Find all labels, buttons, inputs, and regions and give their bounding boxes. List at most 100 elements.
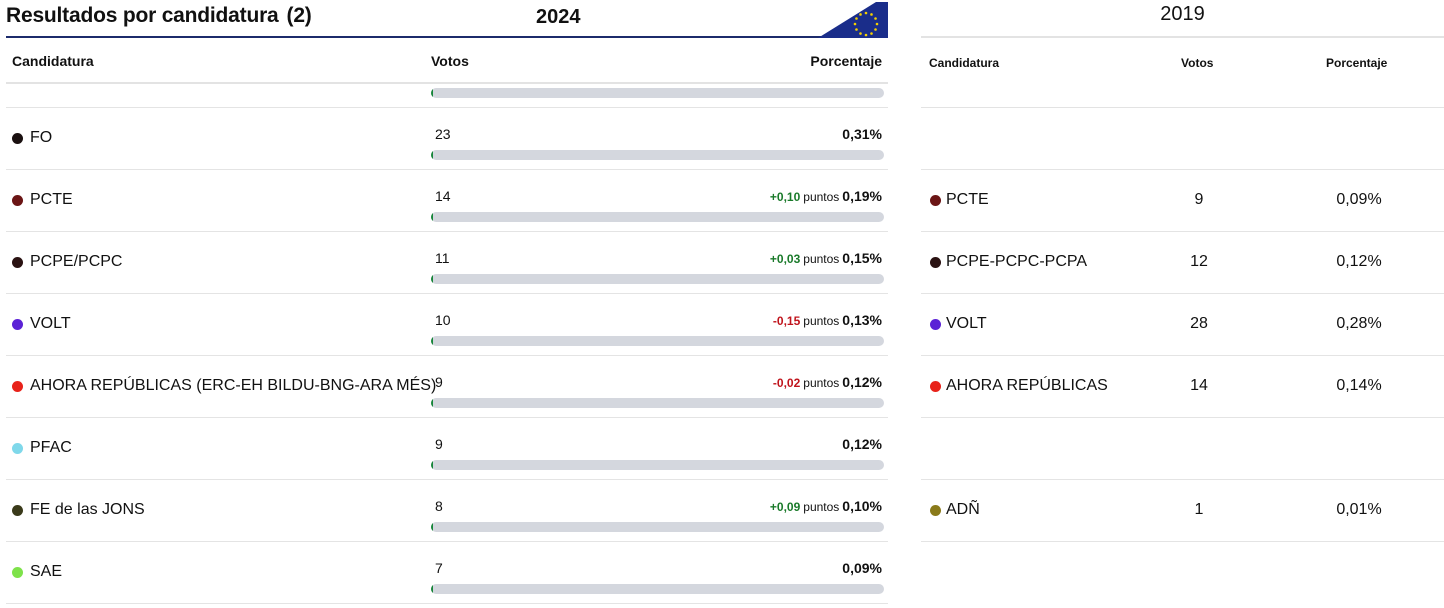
vote-count: 28 [1190, 315, 1208, 332]
flag-star [874, 17, 877, 20]
percentage-cell: 0,09% [842, 560, 882, 576]
page-title-text: Resultados por candidatura [6, 4, 279, 27]
party-color-dot [930, 319, 941, 330]
percentage-cell: +0,03 puntos 0,15% [770, 250, 882, 266]
percentage-cell: -0,02 puntos 0,12% [773, 374, 882, 390]
percentage-cell: 0,12% [842, 436, 882, 452]
point-change-unit: puntos [803, 190, 840, 204]
party-color-dot [12, 381, 23, 392]
flag-star [870, 13, 873, 16]
vote-percentage: 0,13% [842, 312, 882, 328]
candidature-count: (2) [286, 4, 312, 27]
vote-percentage: 0,31% [842, 126, 882, 142]
vote-percentage: 0,14% [1336, 377, 1382, 394]
vote-share-fill [431, 336, 433, 346]
percentage-cell: 0,31% [842, 126, 882, 142]
vote-share-bar [431, 460, 884, 470]
vote-share-fill [431, 274, 433, 284]
flag-star [875, 22, 879, 26]
table-row: PFAC 9 0,12% [6, 418, 888, 480]
party-color-dot [12, 195, 23, 206]
vote-share-fill [431, 88, 433, 98]
eu-flag-icon [818, 2, 888, 38]
flag-star [870, 32, 873, 35]
flag-star [855, 17, 858, 20]
page-title: Resultados por candidatura (2) [6, 4, 312, 28]
vote-percentage: 0,12% [842, 374, 882, 390]
vote-percentage: 0,10% [842, 498, 882, 514]
party-name: PCTE [30, 191, 73, 208]
table-row-partial [6, 84, 888, 108]
party-name: PCTE [946, 191, 989, 208]
column-porcentaje-2019: Porcentaje [1326, 56, 1388, 70]
vote-share-bar [431, 336, 884, 346]
party-color-dot [930, 505, 941, 516]
table-row: FO 23 0,31% [6, 108, 888, 170]
point-change-unit: puntos [803, 500, 840, 514]
vote-share-bar [431, 398, 884, 408]
column-votos: Votos [431, 53, 469, 69]
percentage-cell: +0,09 puntos 0,10% [770, 498, 882, 514]
vote-count: 9 [435, 436, 443, 452]
table-row-2019 [921, 418, 1444, 480]
party-name: FO [30, 129, 53, 146]
table-row: PCPE/PCPC 11 +0,03 puntos 0,15% [6, 232, 888, 294]
title-bar-2019: 2019 [921, 0, 1444, 38]
vote-count: 8 [435, 498, 443, 514]
party-color-dot [930, 257, 941, 268]
point-change-unit: puntos [803, 252, 840, 266]
percentage-cell: +0,10 puntos 0,19% [770, 188, 882, 204]
vote-count: 12 [1190, 253, 1208, 270]
flag-star [859, 13, 862, 16]
party-name: FE de las JONS [30, 501, 145, 518]
vote-percentage: 0,09% [842, 560, 882, 576]
party-name: SAE [30, 563, 63, 580]
vote-percentage: 0,15% [842, 250, 882, 266]
party-color-dot [12, 443, 23, 454]
vote-share-bar [431, 150, 884, 160]
vote-count: 10 [435, 312, 451, 328]
vote-percentage: 0,12% [842, 436, 882, 452]
vote-percentage: 0,01% [1336, 501, 1382, 518]
party-color-dot [12, 319, 23, 330]
party-name: PCPE/PCPC [30, 253, 123, 270]
vote-share-fill [431, 522, 433, 532]
table-row-2019: PCTE 9 0,09% [921, 170, 1444, 232]
table-header: Candidatura Votos Porcentaje [6, 38, 888, 84]
vote-count: 14 [1190, 377, 1208, 394]
point-change-unit: puntos [803, 314, 840, 328]
vote-count: 11 [435, 250, 450, 266]
vote-share-fill [431, 398, 433, 408]
year-2024-label: 2024 [536, 6, 581, 28]
flag-star [874, 28, 877, 31]
point-change: -0,02 [772, 376, 801, 390]
vote-count: 14 [435, 188, 451, 204]
party-name: VOLT [946, 315, 987, 332]
table-row-2019: ADÑ 1 0,01% [921, 480, 1444, 542]
party-name: AHORA REPÚBLICAS (ERC-EH BILDU-BNG-ARA M… [30, 377, 437, 394]
table-row-2019: PCPE-PCPC-PCPA 12 0,12% [921, 232, 1444, 294]
party-name: PCPE-PCPC-PCPA [946, 253, 1088, 270]
table-row: FE de las JONS 8 +0,09 puntos 0,10% [6, 480, 888, 542]
party-name: PFAC [30, 439, 72, 456]
party-color-dot [930, 381, 941, 392]
party-name: VOLT [30, 315, 71, 332]
point-change: +0,10 [769, 190, 801, 204]
vote-share-bar [431, 522, 884, 532]
vote-share-bar [431, 88, 884, 98]
vote-share-fill [431, 460, 433, 470]
party-color-dot [12, 133, 23, 144]
vote-share-bar [431, 212, 884, 222]
point-change-unit: puntos [803, 376, 840, 390]
party-color-dot [930, 195, 941, 206]
vote-share-fill [431, 212, 433, 222]
vote-count: 7 [435, 560, 443, 576]
table-row: VOLT 10 -0,15 puntos 0,13% [6, 294, 888, 356]
table-row-2019: AHORA REPÚBLICAS 14 0,14% [921, 356, 1444, 418]
flag-star [855, 28, 858, 31]
percentage-cell: -0,15 puntos 0,13% [773, 312, 882, 328]
title-bar: Resultados por candidatura (2) 2024 [6, 0, 888, 38]
results-2019-panel: 2019 Candidatura Votos Porcentaje PCTE 9 0… [921, 0, 1444, 608]
table-row-2019: VOLT 28 0,28% [921, 294, 1444, 356]
vote-share-bar [431, 584, 884, 594]
